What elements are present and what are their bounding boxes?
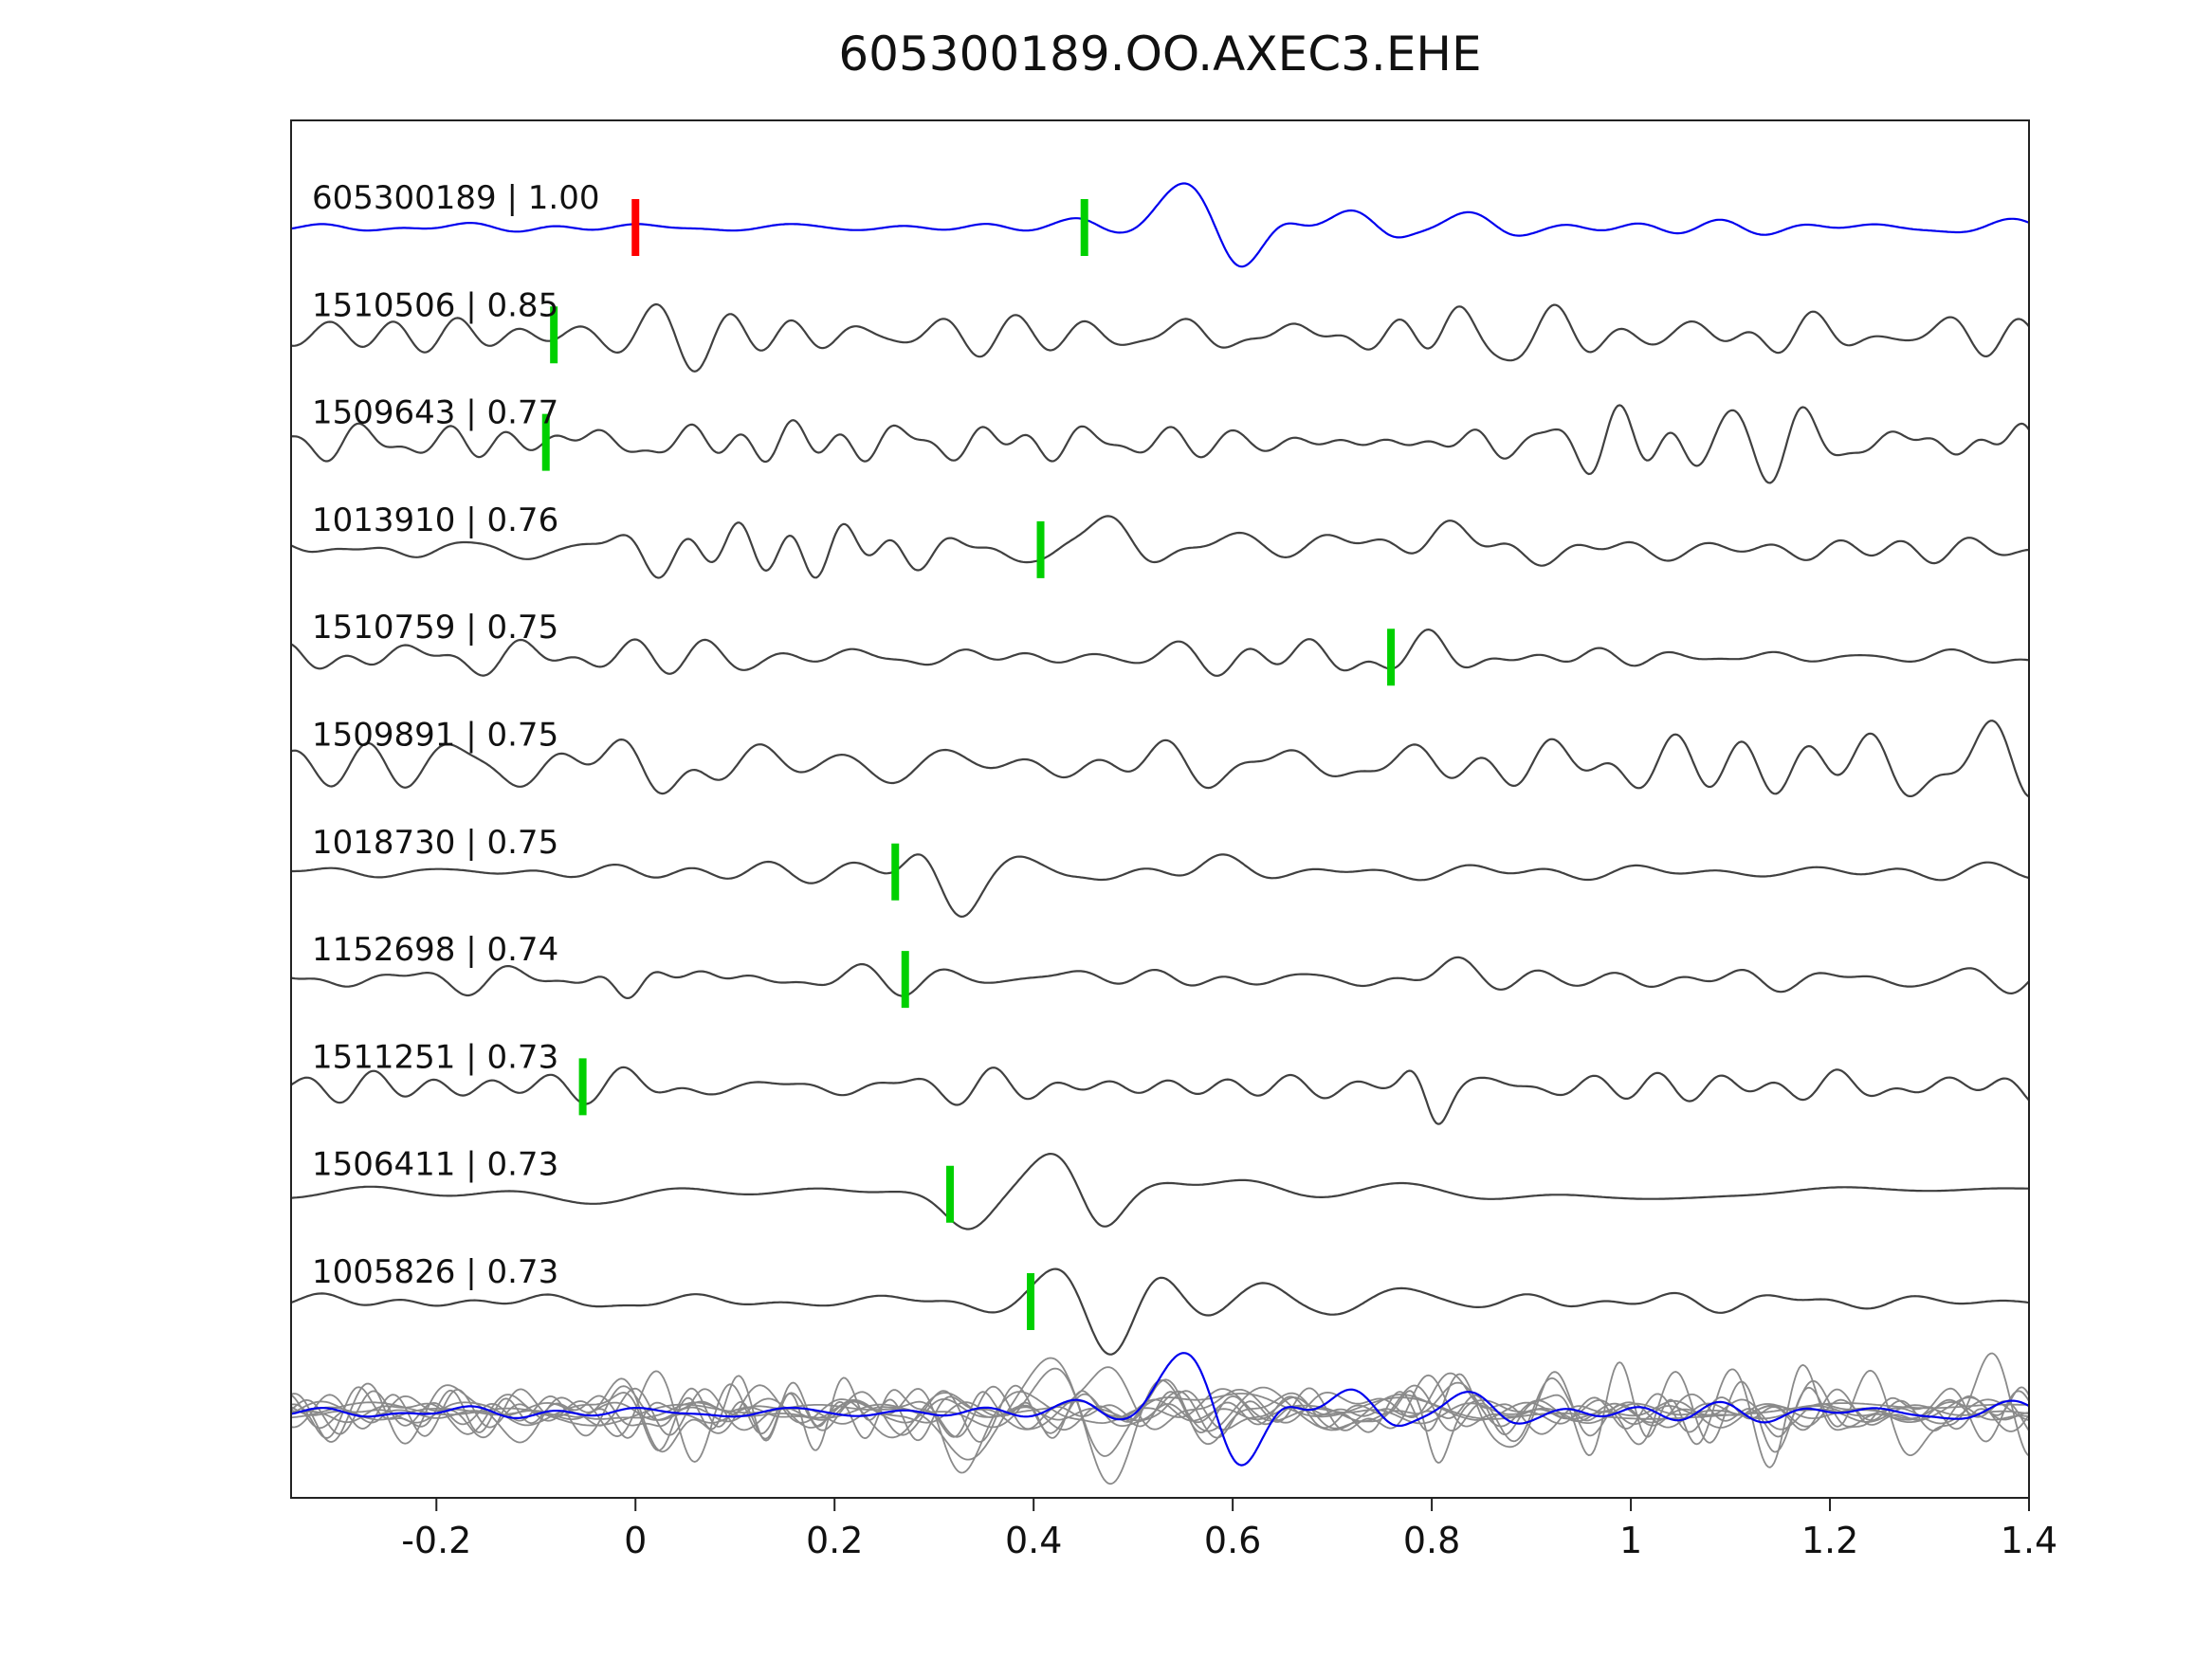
- waveform-trace-1018730: [291, 853, 2029, 919]
- trace-label-1510506: 1510506 | 0.85: [312, 286, 558, 324]
- x-tick-label: 1.2: [1801, 1520, 1858, 1561]
- trace-label-605300189: 605300189 | 1.00: [312, 179, 599, 217]
- x-tick-label: 0.8: [1403, 1520, 1460, 1561]
- x-tick-label: 1: [1619, 1520, 1642, 1561]
- x-tick-label: 0.6: [1204, 1520, 1261, 1561]
- waveform-trace-1510506: [291, 302, 2029, 373]
- waveform-trace-1509891: [291, 720, 2029, 798]
- x-tick-label: 1.4: [2001, 1520, 2057, 1561]
- overlay-trace-1509643: [291, 1361, 2029, 1468]
- trace-label-1018730: 1018730 | 0.75: [312, 824, 558, 862]
- x-tick-label: 0: [624, 1520, 647, 1561]
- x-tick-label: 0.4: [1005, 1520, 1062, 1561]
- waveform-trace-1013910: [291, 515, 2029, 579]
- overlay-trace-1506411: [291, 1357, 2029, 1461]
- waveform-trace-1152698: [291, 956, 2029, 1000]
- trace-label-1152698: 1152698 | 0.74: [312, 931, 558, 969]
- waveform-trace-1005826: [291, 1267, 2029, 1356]
- trace-label-1005826: 1005826 | 0.73: [312, 1253, 558, 1291]
- trace-label-1506411: 1506411 | 0.73: [312, 1146, 558, 1184]
- trace-label-1511251: 1511251 | 0.73: [312, 1038, 558, 1076]
- overlay-trace-reference: [291, 1352, 2029, 1467]
- chart-title: 605300189.OO.AXEC3.EHE: [838, 27, 1482, 82]
- trace-label-1509643: 1509643 | 0.77: [312, 394, 558, 432]
- waveform-trace-1509643: [291, 404, 2029, 484]
- axis-box: [290, 119, 2030, 1499]
- trace-label-1509891: 1509891 | 0.75: [312, 717, 558, 755]
- overlay-trace-1509891: [291, 1352, 2029, 1457]
- trace-label-1510759: 1510759 | 0.75: [312, 609, 558, 647]
- trace-area: [291, 182, 2029, 1486]
- overlay-trace-1511251: [291, 1385, 2029, 1464]
- waveform-trace-1510759: [291, 628, 2029, 677]
- trace-label-1013910: 1013910 | 0.76: [312, 501, 558, 539]
- waveform-trace-605300189: [291, 182, 2029, 268]
- waveform-trace-1506411: [291, 1152, 2029, 1231]
- overlay-trace-1152698: [291, 1381, 2029, 1439]
- x-tick-label: -0.2: [401, 1520, 471, 1561]
- x-tick-label: 0.2: [806, 1520, 863, 1561]
